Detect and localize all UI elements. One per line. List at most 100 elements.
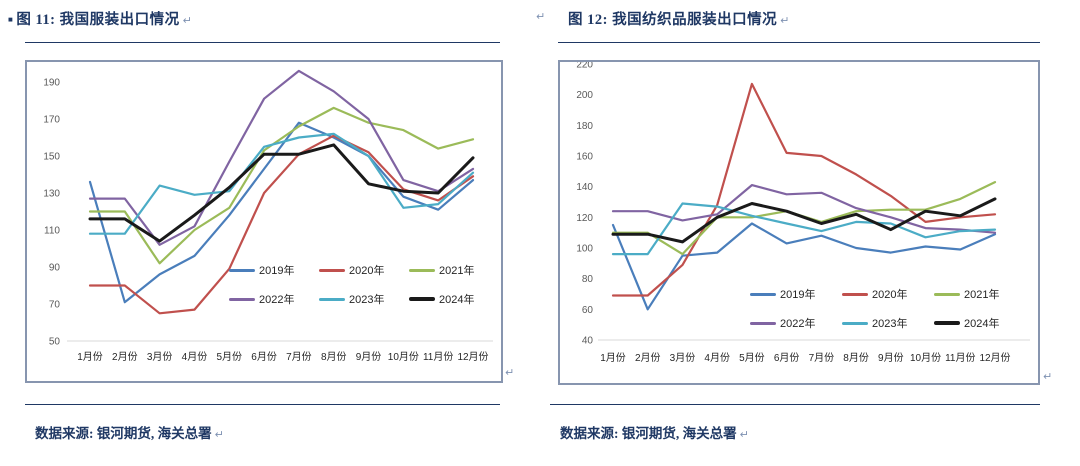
x-tick-label: 2月份 xyxy=(635,352,661,364)
legend-item-3: 2022年 xyxy=(229,291,311,307)
x-tick-label: 7月份 xyxy=(286,351,312,363)
legend-item-1: 2020年 xyxy=(319,262,401,278)
x-tick-label: 1月份 xyxy=(77,351,103,363)
data-source-right: 数据来源: 银河期货, 海关总署 ↵ xyxy=(560,422,749,442)
y-tick-label: 100 xyxy=(576,244,593,255)
series-line-3 xyxy=(611,183,997,234)
paragraph-return-icon: ↵ xyxy=(780,14,790,27)
legend-label: 2022年 xyxy=(259,294,295,306)
y-tick-label: 40 xyxy=(582,336,594,347)
legend-label: 2021年 xyxy=(439,265,475,277)
x-tick-label: 4月份 xyxy=(182,351,208,363)
y-tick-label: 180 xyxy=(576,121,593,132)
figure12-caption-text: 图 12: 我国纺织品服装出口情况 xyxy=(568,12,778,28)
y-tick-label: 90 xyxy=(49,263,61,274)
x-tick-label: 3月份 xyxy=(147,351,173,363)
x-tick-label: 4月份 xyxy=(704,352,730,364)
legend-label: 2020年 xyxy=(872,289,908,301)
legend-label: 2023年 xyxy=(349,294,385,306)
line-chart-canvas: 50 70 90 110 130 150 170 190 1月份 2月份 3月份 4月份 5月份 6月份 7… xyxy=(43,69,493,363)
y-tick-label: 70 xyxy=(49,300,61,311)
legend-swatch-icon xyxy=(934,321,960,325)
x-tick-label: 6月份 xyxy=(251,351,277,363)
x-tick-label: 7月份 xyxy=(809,352,835,364)
divider-line xyxy=(550,404,1040,405)
divider-line xyxy=(25,42,500,43)
x-tick-label: 11月份 xyxy=(945,352,975,364)
figure12-caption: 图 12: 我国纺织品服装出口情况 ↵ xyxy=(568,8,790,29)
legend-label: 2024年 xyxy=(439,294,475,306)
legend-swatch-icon xyxy=(229,268,255,272)
series-line-1 xyxy=(611,82,997,297)
y-tick-label: 120 xyxy=(576,213,593,224)
legend-swatch-icon xyxy=(750,321,776,325)
data-source-left: 数据来源: 银河期货, 海关总署 ↵ xyxy=(35,422,224,442)
paragraph-return-icon: ↵ xyxy=(739,428,749,441)
legend-label: 2019年 xyxy=(780,289,816,301)
divider-line xyxy=(25,404,500,405)
legend-label: 2020年 xyxy=(349,265,385,277)
x-tick-label: 5月份 xyxy=(739,352,765,364)
y-tick-label: 150 xyxy=(43,152,60,163)
y-tick-label: 130 xyxy=(43,189,60,200)
series-line-2 xyxy=(88,106,475,265)
paragraph-return-icon: ↵ xyxy=(536,10,546,23)
legend-item-0: 2019年 xyxy=(229,262,311,278)
paragraph-return-icon: ↵ xyxy=(182,14,193,27)
legend-swatch-icon xyxy=(319,297,345,301)
chart-textile-clothing-exports[interactable]: 40 60 80 100 120 140 160 180 200 220 1月份 2月份 3月份 4月份 5… xyxy=(558,60,1040,385)
y-tick-label: 140 xyxy=(576,182,593,193)
data-source-text: 数据来源: 银河期货, 海关总署 xyxy=(560,426,737,441)
legend-swatch-icon xyxy=(409,268,435,272)
legend-label: 2023年 xyxy=(872,318,908,330)
data-source-text: 数据来源: 银河期货, 海关总署 xyxy=(35,426,212,441)
x-tick-label: 11月份 xyxy=(423,351,453,363)
figure11-caption-text: 图 11: 我国服装出口情况 xyxy=(16,12,180,28)
legend-item-4: 2023年 xyxy=(842,315,926,331)
x-tick-label: 1月份 xyxy=(600,352,626,364)
legend-label: 2022年 xyxy=(780,318,816,330)
paragraph-return-icon: ↵ xyxy=(505,366,515,379)
x-tick-label: 5月份 xyxy=(216,351,242,363)
series-line-3 xyxy=(88,69,475,246)
legend-swatch-icon xyxy=(842,292,868,296)
legend-swatch-icon xyxy=(934,292,960,296)
legend-item-4: 2023年 xyxy=(319,291,401,307)
x-tick-label: 9月份 xyxy=(356,351,382,363)
chart-clothing-exports[interactable]: 50 70 90 110 130 150 170 190 1月份 2月份 3月份 4月份 5月份 6月份 7… xyxy=(25,60,503,383)
x-tick-label: 3月份 xyxy=(670,352,696,364)
y-tick-label: 190 xyxy=(43,78,60,89)
y-tick-label: 220 xyxy=(576,62,593,71)
series-line-0 xyxy=(611,222,997,311)
x-tick-label: 6月份 xyxy=(774,352,800,364)
legend-item-2: 2021年 xyxy=(409,262,491,278)
legend-swatch-icon xyxy=(750,292,776,296)
legend-label: 2024年 xyxy=(964,318,1000,330)
series-line-4 xyxy=(611,202,997,256)
x-tick-label: 10月份 xyxy=(910,352,941,364)
x-tick-label: 8月份 xyxy=(843,352,869,364)
y-tick-label: 80 xyxy=(582,274,594,285)
x-tick-label: 10月份 xyxy=(388,351,419,363)
paragraph-return-icon: ↵ xyxy=(214,428,224,441)
legend-swatch-icon xyxy=(229,297,255,301)
y-tick-label: 110 xyxy=(44,226,60,237)
legend-item-1: 2020年 xyxy=(842,286,926,302)
line-chart-canvas: 40 60 80 100 120 140 160 180 200 220 1月份 2月份 3月份 4月份 5… xyxy=(576,62,1030,364)
divider-line xyxy=(558,42,1040,43)
legend-label: 2019年 xyxy=(259,265,295,277)
legend-item-5: 2024年 xyxy=(409,291,491,307)
series-line-4 xyxy=(88,132,475,235)
legend-swatch-icon xyxy=(409,297,435,301)
bullet-icon: ■ xyxy=(8,15,14,24)
x-tick-label: 2月份 xyxy=(112,351,138,363)
y-tick-label: 200 xyxy=(576,90,593,101)
legend-item-3: 2022年 xyxy=(750,315,834,331)
y-tick-label: 170 xyxy=(43,115,60,126)
x-tick-label: 12月份 xyxy=(979,352,1010,364)
figure11-caption: ■ 图 11: 我国服装出口情况 ↵ xyxy=(8,8,192,29)
x-tick-label: 9月份 xyxy=(878,352,904,364)
paragraph-return-icon: ↵ xyxy=(1043,370,1053,383)
chart-legend: 2019年 2020年 2021年 2022年 2023年 2024年 xyxy=(750,286,1018,331)
